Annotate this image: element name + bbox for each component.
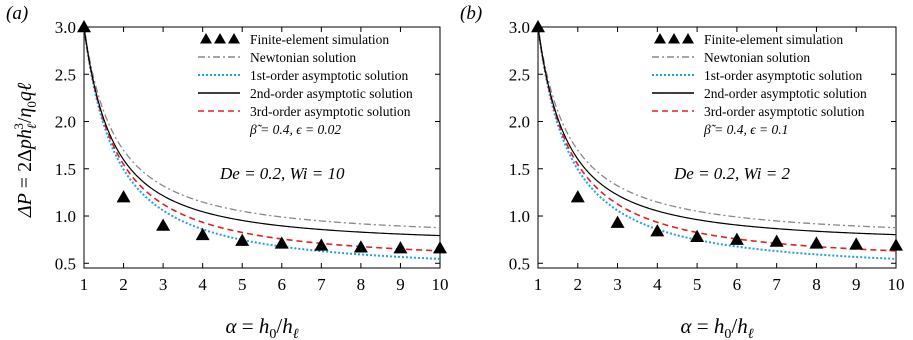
fe-marker (729, 232, 744, 245)
newtonian-curve (83, 26, 441, 229)
fe-marker (769, 234, 784, 247)
fe-marker (314, 238, 329, 251)
first-order-curve (83, 26, 441, 260)
fe-marker (235, 233, 250, 246)
x-tick-label: 9 (396, 275, 405, 294)
x-tick-label: 10 (432, 275, 449, 294)
legend-marker-icon (668, 33, 680, 44)
y-tick-label: 2.5 (509, 65, 530, 84)
x-tick-label: 10 (888, 275, 905, 294)
fe-marker (433, 241, 447, 254)
x-tick-label: 5 (238, 275, 247, 294)
x-tick-label: 1 (80, 275, 89, 294)
fe-marker (570, 190, 585, 203)
x-tick-label: 6 (733, 275, 742, 294)
second-order-curve (83, 26, 441, 237)
legend-label: Newtonian solution (250, 50, 356, 65)
x-tick-label: 3 (613, 275, 622, 294)
x-tick-label: 4 (653, 275, 662, 294)
y-tick-label: 0.5 (55, 254, 76, 273)
fe-marker (116, 190, 131, 203)
x-tick-label: 8 (357, 275, 366, 294)
x-tick-label: 2 (574, 275, 583, 294)
param-text: β̃ = 0.4, ϵ = 0.1 (703, 122, 788, 137)
y-tick-label: 1.0 (55, 207, 76, 226)
y-tick-label: 2.5 (55, 65, 76, 84)
fe-marker (610, 215, 625, 228)
legend-label: 1st-order asymptotic solution (250, 68, 408, 83)
fe-marker (195, 227, 210, 241)
chart-layer: 1 2 3 4 5 6 7 8 9 10 0.5 1.0 1.5 2.0 2.5 3.0 (a) Finite-e… (6, 3, 905, 340)
third-order-curve (83, 26, 441, 252)
legend-marker-icon (200, 33, 212, 44)
fe-marker (274, 236, 289, 249)
legend-marker-icon (214, 33, 226, 44)
newtonian-curve (537, 26, 897, 229)
x-tick-label: 3 (159, 275, 168, 294)
condition-text: De = 0.2, Wi = 2 (673, 164, 790, 183)
fe-marker (77, 20, 91, 33)
y-axis-title: ΔP = 2Δphℓ3/η0qℓ (11, 82, 39, 218)
legend-label: Finite-element simulation (704, 32, 843, 47)
x-tick-label: 1 (534, 275, 543, 294)
fe-marker (531, 20, 545, 33)
plot-frame (83, 26, 441, 269)
panel-label: (a) (6, 3, 28, 24)
fe-marker (156, 218, 171, 231)
y-tick-label: 2.0 (509, 113, 530, 132)
y-tick-label: 1.0 (509, 207, 530, 226)
fe-marker (809, 236, 824, 249)
x-tick-label: 2 (119, 275, 128, 294)
legend-label: Finite-element simulation (250, 32, 389, 47)
fe-marker (393, 241, 408, 254)
x-tick-label: 7 (317, 275, 326, 294)
y-tick-label: 1.5 (509, 160, 530, 179)
x-axis-title-a: α = h0/hℓ (225, 314, 298, 340)
fe-marker (690, 229, 705, 243)
legend-marker-icon (228, 33, 240, 44)
x-axis-title-b: α = h0/hℓ (680, 314, 753, 340)
legend-label: 3rd-order asymptotic solution (704, 104, 865, 119)
x-tick-label: 4 (198, 275, 207, 294)
legend-marker-icon (682, 33, 694, 44)
x-tick-label: 7 (772, 275, 781, 294)
chart-panel-a: 1 2 3 4 5 6 7 8 9 10 0.5 1.0 1.5 2.0 2.5 3.0 (a) Finite-e… (6, 3, 449, 294)
y-tick-label: 0.5 (509, 254, 530, 273)
x-tick-label: 6 (278, 275, 287, 294)
fe-marker (650, 224, 665, 237)
legend-label: 3rd-order asymptotic solution (250, 104, 411, 119)
panel-label: (b) (460, 3, 482, 24)
fe-marker (889, 238, 903, 251)
fe-marker (353, 240, 368, 253)
chart-panel-b: 1 2 3 4 5 6 7 8 9 10 0.5 1.0 1.5 2.0 2.5 3.0 (b) Finite-e… (460, 3, 905, 294)
x-tick-label: 8 (812, 275, 821, 294)
x-tick-label: 5 (693, 275, 702, 294)
second-order-curve (537, 26, 897, 236)
legend-label: 2nd-order asymptotic solution (704, 86, 867, 101)
y-tick-label: 2.0 (55, 113, 76, 132)
first-order-curve (537, 26, 897, 260)
y-tick-label: 1.5 (55, 160, 76, 179)
legend-marker-icon (654, 33, 666, 44)
legend-label: Newtonian solution (704, 50, 810, 65)
x-tick-label: 9 (852, 275, 861, 294)
param-text: β̃ = 0.4, ϵ = 0.02 (249, 122, 341, 137)
y-tick-label: 3.0 (509, 18, 530, 37)
legend-label: 1st-order asymptotic solution (704, 68, 862, 83)
legend-label: 2nd-order asymptotic solution (250, 86, 413, 101)
third-order-curve (537, 26, 897, 252)
y-tick-label: 3.0 (55, 18, 76, 37)
condition-text: De = 0.2, Wi = 10 (219, 164, 345, 183)
fe-marker (849, 237, 864, 250)
plot-frame (537, 26, 897, 269)
